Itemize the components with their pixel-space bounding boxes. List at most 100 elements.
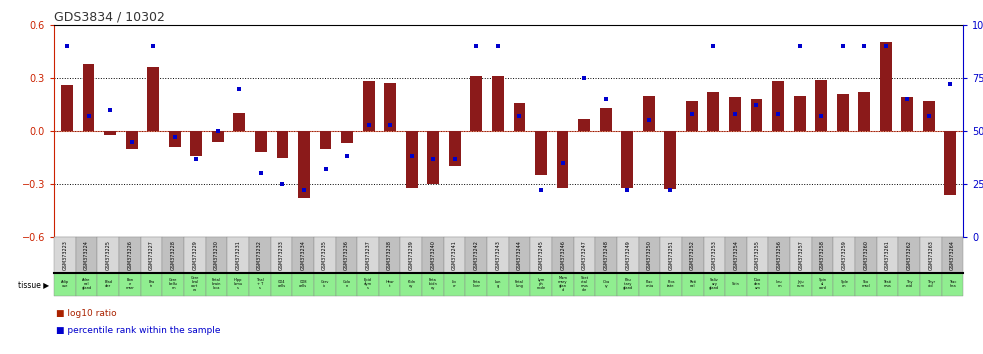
Bar <box>793 96 805 131</box>
Text: GSM373244: GSM373244 <box>517 240 522 270</box>
Bar <box>428 131 439 184</box>
Text: GSM373233: GSM373233 <box>279 240 284 270</box>
Text: GSM373263: GSM373263 <box>928 240 934 270</box>
Text: ■ log10 ratio: ■ log10 ratio <box>56 309 117 318</box>
Text: GSM373240: GSM373240 <box>431 240 435 270</box>
Bar <box>83 64 94 131</box>
Text: Skin: Skin <box>732 282 740 286</box>
Text: Liv
er: Liv er <box>452 280 457 289</box>
Text: GSM373230: GSM373230 <box>214 240 219 270</box>
Text: Spin
al
cord: Spin al cord <box>819 279 827 291</box>
Text: Blad
der: Blad der <box>104 280 112 289</box>
Bar <box>880 42 892 131</box>
Bar <box>923 101 935 131</box>
Bar <box>147 67 159 131</box>
Text: Kidn
ey: Kidn ey <box>407 280 415 289</box>
Text: GSM373232: GSM373232 <box>258 240 262 270</box>
Text: GSM373261: GSM373261 <box>885 240 890 270</box>
Text: CD4
cells: CD4 cells <box>277 280 285 289</box>
Text: GSM373229: GSM373229 <box>193 240 198 270</box>
Bar <box>363 81 375 131</box>
Text: Fetal
brain
loca: Fetal brain loca <box>211 279 221 291</box>
Text: GSM373246: GSM373246 <box>560 240 565 270</box>
Text: Hear
t: Hear t <box>385 280 394 289</box>
Bar <box>276 131 288 158</box>
Text: GSM373241: GSM373241 <box>452 240 457 270</box>
Text: tissue ▶: tissue ▶ <box>18 280 49 289</box>
Text: GSM373247: GSM373247 <box>582 240 587 270</box>
Text: Lym
ph
node: Lym ph node <box>537 279 546 291</box>
Text: GSM373253: GSM373253 <box>712 240 717 270</box>
Text: GSM373249: GSM373249 <box>625 240 630 270</box>
Text: Sket
etal
mus
cle: Sket etal mus cle <box>580 276 589 292</box>
Text: GSM373256: GSM373256 <box>777 240 781 270</box>
Text: GSM373236: GSM373236 <box>344 240 349 270</box>
Bar <box>665 131 676 189</box>
Text: GSM373224: GSM373224 <box>84 240 89 270</box>
Bar <box>406 131 418 188</box>
Text: Colo
n: Colo n <box>342 280 350 289</box>
Text: Fetal
lung: Fetal lung <box>515 280 524 289</box>
Text: Reti
nal: Reti nal <box>689 280 696 289</box>
Bar <box>643 96 655 131</box>
Text: Thyr
oid: Thyr oid <box>927 280 935 289</box>
Text: Jeju
num: Jeju num <box>797 280 805 289</box>
Text: Pitu
itary
gland: Pitu itary gland <box>622 279 633 291</box>
Text: GDS3834 / 10302: GDS3834 / 10302 <box>54 11 165 24</box>
Bar <box>212 131 224 142</box>
Text: Plac
enta: Plac enta <box>645 280 654 289</box>
Text: GSM373262: GSM373262 <box>906 240 911 270</box>
Text: Hipp
lamu
s: Hipp lamu s <box>234 279 243 291</box>
Text: GSM373260: GSM373260 <box>863 240 868 270</box>
Text: GSM373254: GSM373254 <box>733 240 738 270</box>
Text: GSM373251: GSM373251 <box>668 240 673 270</box>
Text: Cere
bellu
m: Cere bellu m <box>169 279 178 291</box>
Bar <box>61 85 73 131</box>
Text: GSM373238: GSM373238 <box>387 240 392 270</box>
Text: GSM373243: GSM373243 <box>495 240 500 270</box>
Bar <box>535 131 547 175</box>
Text: GSM373252: GSM373252 <box>690 240 695 270</box>
Text: Cerv
ix: Cerv ix <box>320 280 329 289</box>
Text: GSM373248: GSM373248 <box>604 240 608 270</box>
Text: Mam
mary
glan
d: Mam mary glan d <box>558 276 567 292</box>
Text: Saliv
ary
gland: Saliv ary gland <box>710 279 720 291</box>
Text: GSM373234: GSM373234 <box>301 240 306 270</box>
Text: Cere
bral
cort
ex: Cere bral cort ex <box>191 276 199 292</box>
Bar <box>126 131 138 149</box>
Bar <box>858 92 870 131</box>
Text: Adip
ose: Adip ose <box>61 280 69 289</box>
Bar <box>233 113 246 131</box>
Text: GSM373235: GSM373235 <box>322 240 327 270</box>
Text: Bra
in: Bra in <box>148 280 154 289</box>
Bar <box>837 94 848 131</box>
Text: ■ percentile rank within the sample: ■ percentile rank within the sample <box>56 326 220 336</box>
Text: Ileu
m: Ileu m <box>776 280 782 289</box>
Text: Testi
mus: Testi mus <box>884 280 892 289</box>
Text: GSM373245: GSM373245 <box>539 240 544 270</box>
Text: Epid
dym
s: Epid dym s <box>364 279 372 291</box>
Bar <box>471 76 483 131</box>
Text: GSM373257: GSM373257 <box>798 240 803 270</box>
Bar <box>751 99 763 131</box>
Text: Feta
liver: Feta liver <box>472 280 480 289</box>
Bar <box>492 76 504 131</box>
Bar <box>815 80 827 131</box>
Bar <box>772 81 784 131</box>
Text: Sple
en: Sple en <box>840 280 848 289</box>
Text: GSM373259: GSM373259 <box>841 240 846 270</box>
Bar <box>449 131 461 166</box>
Text: Thy
roid: Thy roid <box>905 280 913 289</box>
Text: Trac
hea: Trac hea <box>949 280 956 289</box>
Text: Lun
g: Lun g <box>494 280 501 289</box>
Bar <box>513 103 525 131</box>
Text: GSM373264: GSM373264 <box>950 240 955 270</box>
Text: GSM373228: GSM373228 <box>171 240 176 270</box>
Bar <box>945 131 956 195</box>
Bar <box>169 131 181 147</box>
Bar <box>708 92 720 131</box>
Text: CD8
cells: CD8 cells <box>299 280 307 289</box>
Text: GSM373226: GSM373226 <box>128 240 133 270</box>
Text: GSM373239: GSM373239 <box>409 240 414 270</box>
Text: GSM373250: GSM373250 <box>647 240 652 270</box>
